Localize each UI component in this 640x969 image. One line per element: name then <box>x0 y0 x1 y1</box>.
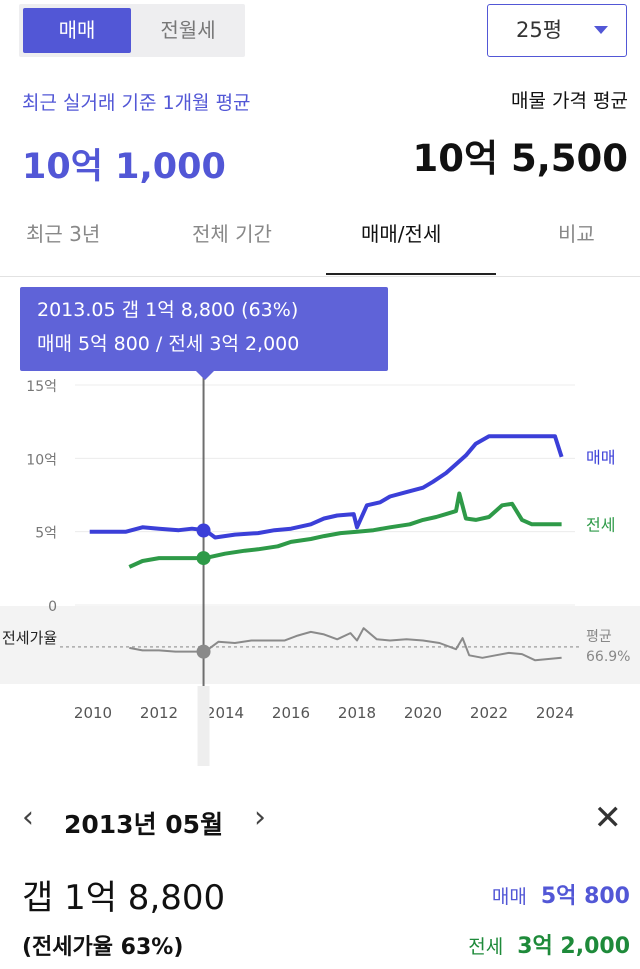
x-tick-label: 2024 <box>536 704 574 722</box>
ratio-average-label: 평균 <box>586 629 612 645</box>
listing-average-price: 10억 5,500 <box>412 137 628 180</box>
sale-price-label: 매매 <box>491 886 527 908</box>
y-tick-label: 5억 <box>35 526 57 542</box>
ratio-axis-label: 전세가율 <box>2 629 57 647</box>
sale-series-label: 매매 <box>586 448 615 467</box>
tooltip-arrow <box>196 371 214 380</box>
sale-price-row: 매매 5억 800 <box>492 878 630 910</box>
selected-sale-point <box>196 523 211 538</box>
active-tab-indicator <box>326 273 496 275</box>
y-tick-label: 10억 <box>26 452 57 468</box>
selected-lease-point <box>196 551 211 566</box>
lease-ratio: (전세가율 63%) <box>22 935 184 960</box>
trade-type-toggle: 매매 전월세 <box>19 4 245 57</box>
tab-sale-lease[interactable]: 매매/전세 <box>361 222 442 246</box>
recent-average-label: 최근 실거래 기준 1개월 평균 <box>22 92 251 114</box>
y-tick-label: 15억 <box>26 379 57 395</box>
x-tick-label: 2020 <box>404 704 442 722</box>
caret-down-icon <box>594 26 608 34</box>
selection-handle <box>197 686 210 766</box>
tab-recent-3y[interactable]: 최근 3년 <box>26 222 101 246</box>
listing-average-label: 매물 가격 평균 <box>511 90 628 112</box>
x-tick-label: 2014 <box>206 704 244 722</box>
price-chart[interactable]: 15억 10억 5억 0 전세가율 평균 66.9% 2010 2012 2014 2016 2018… <box>0 276 640 776</box>
selected-month: 2013년 05월 <box>64 810 224 839</box>
chevron-right-icon[interactable]: › <box>254 800 266 835</box>
chart-tooltip: 2013.05 갭 1억 8,800 (63%) 매매 5억 800 / 전세 … <box>20 287 388 380</box>
chevron-left-icon[interactable]: ‹ <box>22 800 34 835</box>
toggle-rent-button[interactable]: 전월세 <box>160 18 216 42</box>
toggle-sale-button[interactable]: 매매 <box>23 8 131 53</box>
tab-all-period[interactable]: 전체 기간 <box>192 222 272 246</box>
tooltip-gap-line: 2013.05 갭 1억 8,800 (63%) <box>37 299 299 321</box>
x-tick-label: 2018 <box>338 704 376 722</box>
lease-price-value: 3억 2,000 <box>517 934 630 959</box>
sale-price-value: 5억 800 <box>540 884 630 909</box>
y-tick-label: 0 <box>48 599 57 615</box>
x-tick-label: 2010 <box>74 704 112 722</box>
ratio-average-value: 66.9% <box>586 649 630 665</box>
tooltip-price-line: 매매 5억 800 / 전세 3억 2,000 <box>37 333 300 355</box>
area-select-value: 25평 <box>516 18 563 42</box>
lease-series-label: 전세 <box>586 515 615 534</box>
sale-line <box>89 434 564 540</box>
lease-price-row: 전세 3억 2,000 <box>468 928 630 960</box>
gap-amount: 갭 1억 8,800 <box>22 878 226 918</box>
period-tabs: 최근 3년 전체 기간 매매/전세 비교 <box>0 196 640 277</box>
selected-ratio-point <box>196 644 211 659</box>
x-tick-label: 2016 <box>272 704 310 722</box>
close-icon[interactable]: ✕ <box>593 798 623 838</box>
lease-price-label: 전세 <box>468 936 504 958</box>
x-tick-label: 2012 <box>140 704 178 722</box>
x-tick-label: 2022 <box>470 704 508 722</box>
ratio-panel-bg <box>0 606 640 684</box>
area-select[interactable]: 25평 <box>487 4 627 57</box>
tab-compare[interactable]: 비교 <box>558 222 595 246</box>
recent-average-price: 10억 1,000 <box>22 147 226 187</box>
